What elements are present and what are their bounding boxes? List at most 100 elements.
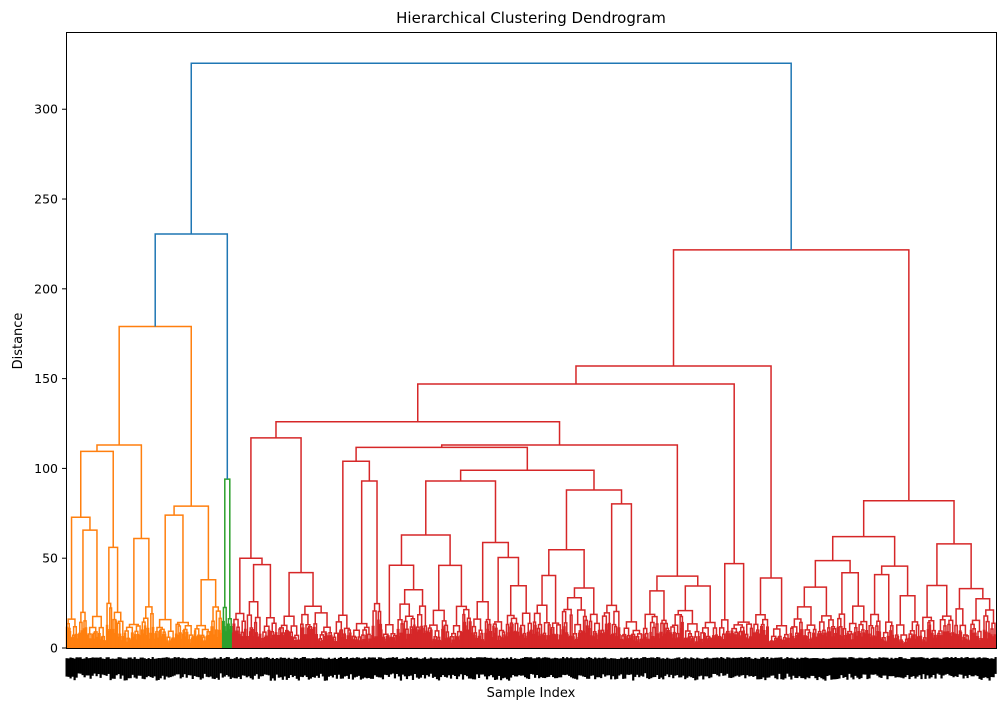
dendrogram-link xyxy=(67,618,76,627)
leaf-label xyxy=(760,657,763,680)
dendrogram-link xyxy=(133,634,137,648)
dendrogram-link xyxy=(377,619,380,648)
dendrogram-link xyxy=(846,633,850,648)
leaf-label xyxy=(161,657,164,676)
leaf-label xyxy=(103,658,106,676)
dendrogram-link xyxy=(521,612,531,626)
dendrogram-link xyxy=(675,632,680,640)
leaf-label xyxy=(111,658,114,679)
leaf-label xyxy=(125,658,128,681)
leaf-label xyxy=(365,658,369,679)
dendrogram-link xyxy=(566,634,569,648)
dendrogram-link xyxy=(231,632,235,648)
dendrogram-link xyxy=(258,633,262,648)
leaf-label xyxy=(688,658,691,677)
dendrogram-link xyxy=(457,639,460,648)
dendrogram-link xyxy=(246,639,250,648)
dendrogram-link xyxy=(991,622,996,635)
leaf-label xyxy=(594,657,597,680)
dendrogram-link xyxy=(896,636,900,648)
leaf-label xyxy=(632,658,635,681)
leaf-label xyxy=(385,658,389,676)
dendrogram-link xyxy=(677,637,680,648)
dendrogram-link xyxy=(680,627,683,648)
dendrogram-link xyxy=(546,635,550,648)
leaf-label xyxy=(722,657,725,676)
leaf-label xyxy=(788,658,791,677)
dendrogram-link xyxy=(517,635,520,648)
dendrogram-link xyxy=(464,625,467,648)
dendrogram-link xyxy=(604,631,607,648)
dendrogram-link xyxy=(881,639,885,648)
dendrogram-link xyxy=(145,635,149,648)
dendrogram-link xyxy=(355,639,358,648)
dendrogram-link xyxy=(290,625,298,636)
leaf-label xyxy=(992,658,995,678)
leaf-label xyxy=(427,658,431,677)
dendrogram-link xyxy=(188,642,192,648)
dendrogram-link xyxy=(580,631,583,648)
leaf-label xyxy=(740,657,743,676)
dendrogram-link xyxy=(878,631,882,648)
dendrogram-link xyxy=(985,609,995,624)
dendrogram-link xyxy=(151,626,155,648)
dendrogram-link xyxy=(900,634,908,641)
leaf-label xyxy=(588,657,591,679)
dendrogram-link xyxy=(862,632,866,648)
dendrogram-link xyxy=(87,638,91,648)
leaf-label xyxy=(329,658,332,676)
dendrogram-link xyxy=(243,628,247,648)
dendrogram-link xyxy=(875,625,879,637)
leaf-label xyxy=(648,657,651,680)
dendrogram-link xyxy=(649,631,652,648)
dendrogram-link xyxy=(79,621,83,634)
leaf-label xyxy=(181,657,184,678)
dendrogram-link xyxy=(382,636,386,648)
dendrogram-link xyxy=(417,631,420,648)
leaf-label xyxy=(395,657,399,674)
dendrogram-link xyxy=(281,632,285,639)
dendrogram-link xyxy=(659,631,663,648)
dendrogram-link xyxy=(273,634,277,648)
dendrogram-link xyxy=(712,627,718,636)
leaf-label xyxy=(115,658,118,676)
dendrogram-link xyxy=(861,629,865,638)
leaf-label xyxy=(716,657,719,676)
leaf-label xyxy=(301,657,304,678)
leaf-label xyxy=(219,657,222,674)
dendrogram-link xyxy=(677,609,694,624)
dendrogram-link xyxy=(589,613,598,624)
leaf-label xyxy=(469,657,473,679)
dendrogram-link xyxy=(937,632,941,636)
dendrogram-link xyxy=(385,624,394,635)
leaf-label xyxy=(521,657,525,676)
leaf-label xyxy=(824,658,827,681)
dendrogram-link xyxy=(855,635,859,648)
leaf-label xyxy=(369,657,373,679)
dendrogram-link xyxy=(538,635,541,648)
dendrogram-link xyxy=(613,632,616,648)
leaf-label xyxy=(692,658,695,679)
leaf-label xyxy=(373,657,377,676)
leaf-label xyxy=(546,657,549,678)
leaf-label xyxy=(852,657,855,680)
leaf-label xyxy=(630,657,633,675)
leaf-label xyxy=(359,658,363,680)
dendrogram-link xyxy=(547,624,551,648)
dendrogram-link xyxy=(880,565,909,596)
leaf-label xyxy=(726,657,729,674)
leaf-label xyxy=(984,657,987,678)
leaf-label xyxy=(209,658,212,677)
dendrogram-link xyxy=(111,628,115,648)
leaf-label xyxy=(580,657,583,676)
dendrogram-link xyxy=(162,631,166,635)
leaf-label xyxy=(964,657,967,676)
dendrogram-link xyxy=(697,635,700,648)
dendrogram-link xyxy=(190,637,194,648)
leaf-label xyxy=(405,657,409,680)
dendrogram-link xyxy=(513,631,516,648)
leaf-label xyxy=(938,658,941,675)
leaf-label xyxy=(109,658,112,681)
leaf-label xyxy=(666,657,669,675)
leaf-label xyxy=(409,657,413,676)
